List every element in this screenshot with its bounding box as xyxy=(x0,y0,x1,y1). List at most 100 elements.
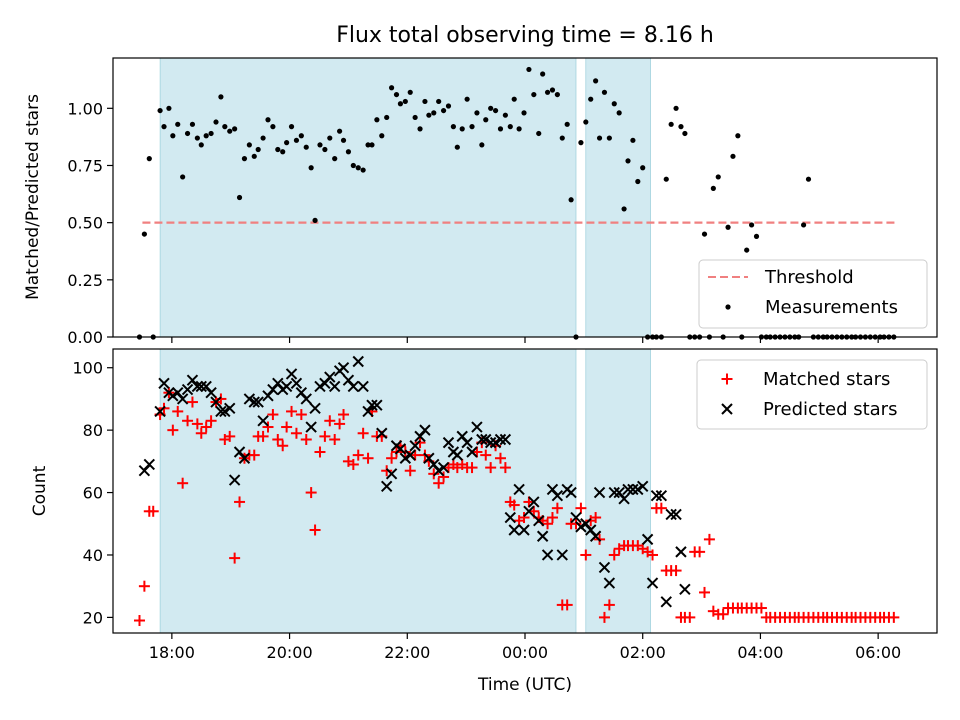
predicted-point xyxy=(371,399,383,411)
matched-point xyxy=(352,449,364,461)
matched-point xyxy=(518,512,530,524)
predicted-point-b xyxy=(347,380,360,393)
predicted-point xyxy=(357,380,369,393)
predicted-point xyxy=(309,402,321,415)
measurement-point xyxy=(208,130,214,137)
predicted-point-b xyxy=(608,486,620,499)
predicted-point-b xyxy=(499,433,512,446)
y-tick-label: 1.00 xyxy=(67,99,103,118)
top-legend-box xyxy=(698,259,928,329)
measurement-point xyxy=(146,156,152,162)
predicted-point xyxy=(257,415,269,427)
bottom-y-axis-label: Count xyxy=(30,465,50,516)
matched-point xyxy=(362,452,374,464)
matched-point xyxy=(694,546,706,558)
measurement-point xyxy=(568,197,574,203)
measurement-point xyxy=(317,142,323,148)
predicted-point-b xyxy=(342,374,355,386)
y-tick-label: 80 xyxy=(83,421,103,440)
predicted-point-b xyxy=(536,530,549,542)
predicted-point xyxy=(305,421,317,433)
predicted-point-b xyxy=(556,549,568,561)
legend-measurements-swatch xyxy=(725,304,731,310)
predicted-point-b xyxy=(210,396,222,408)
predicted-point-b xyxy=(442,436,455,449)
y-tick-label: 100 xyxy=(72,359,103,378)
predicted-point-b xyxy=(513,483,525,496)
matched-point xyxy=(172,405,184,417)
predicted-point xyxy=(551,489,564,502)
measurement-point xyxy=(198,142,204,148)
measurement-point xyxy=(360,167,366,173)
measurement-point xyxy=(218,94,224,100)
predicted-point-b xyxy=(380,480,393,493)
measurement-point xyxy=(492,107,499,114)
predicted-point xyxy=(224,402,236,415)
bottom-y-axis-ticks: 20 40 60 80 100 xyxy=(72,359,113,627)
predicted-point-b xyxy=(324,371,336,383)
top-highlight-spans xyxy=(159,57,651,338)
measurement-point xyxy=(236,194,243,201)
predicted-point xyxy=(280,380,293,393)
predicted-point xyxy=(366,399,378,411)
predicted-point xyxy=(205,386,217,399)
predicted-point-b xyxy=(195,380,207,393)
predicted-point-b xyxy=(215,405,227,418)
measurement-point xyxy=(157,107,163,114)
predicted-point xyxy=(536,530,549,542)
matched-point xyxy=(334,418,346,430)
measurement-point xyxy=(459,126,465,132)
legend-predicted-marker-b xyxy=(721,403,733,415)
predicted-point xyxy=(362,405,374,418)
predicted-point-b xyxy=(280,380,293,393)
measurement-point xyxy=(417,126,423,132)
measurement-point xyxy=(227,128,233,134)
y-tick-label: 40 xyxy=(83,546,103,565)
measurement-point xyxy=(445,103,452,109)
predicted-point xyxy=(347,380,360,393)
x-tick-label: 04:00 xyxy=(737,643,783,662)
predicted-point xyxy=(451,449,464,461)
top-y-axis-label: Matched/Predicted stars xyxy=(23,94,43,300)
matched-point xyxy=(357,427,369,439)
predicted-point xyxy=(499,433,512,446)
measurement-point xyxy=(379,133,385,139)
measurement-point xyxy=(280,149,286,155)
y-tick-label: 20 xyxy=(83,608,103,627)
predicted-point-b xyxy=(598,561,611,574)
predicted-point xyxy=(484,436,497,449)
predicted-point-b xyxy=(641,533,654,546)
predicted-point-b xyxy=(466,446,478,458)
measurement-point xyxy=(327,135,333,141)
measurement-point xyxy=(384,114,390,121)
predicted-point-b xyxy=(328,380,341,393)
measurement-point xyxy=(365,142,371,148)
x-tick-label: 00:00 xyxy=(502,643,548,662)
top-plot-panel: 0.00 0.25 0.50 0.75 1.00 Flux total observin… xyxy=(23,23,938,347)
measurement-point xyxy=(251,153,257,159)
predicted-point-b xyxy=(285,368,298,380)
measurement-point xyxy=(436,98,442,105)
measurement-point xyxy=(246,142,252,148)
matched-point xyxy=(234,496,246,508)
measurement-point xyxy=(588,96,594,102)
matched-point xyxy=(300,434,312,446)
matched-point xyxy=(499,462,511,474)
predicted-point-b xyxy=(419,424,431,436)
predicted-point xyxy=(324,371,336,383)
measurement-point xyxy=(189,121,196,127)
predicted-point-b xyxy=(243,393,256,405)
matched-point xyxy=(257,430,269,442)
bottom-predicted-points xyxy=(138,355,691,608)
predicted-point xyxy=(394,443,407,455)
bottom-legend-box xyxy=(696,359,928,430)
measurement-point xyxy=(596,135,603,141)
measurement-point xyxy=(526,66,532,73)
matched-point xyxy=(200,421,212,433)
matched-point xyxy=(551,502,563,514)
predicted-point-b xyxy=(362,405,374,418)
measurement-point xyxy=(161,124,167,130)
measurement-point xyxy=(502,112,508,118)
predicted-point-b xyxy=(409,440,421,452)
measurement-point xyxy=(511,96,517,102)
